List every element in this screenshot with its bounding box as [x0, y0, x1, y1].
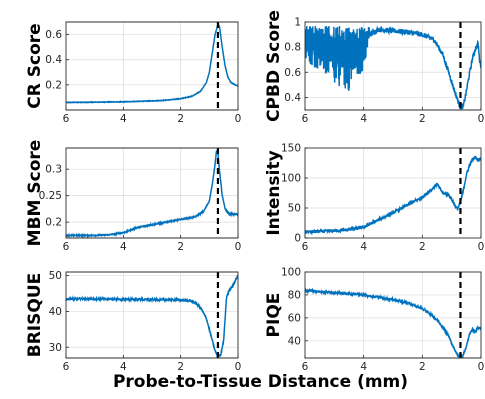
y-axis-label: CR Score: [25, 23, 45, 108]
y-tick-label: 40: [49, 306, 62, 318]
x-tick-label: 0: [478, 113, 485, 125]
y-tick-label: 0.2: [45, 79, 62, 91]
x-tick-label: 4: [120, 241, 127, 253]
plot-area: [304, 271, 482, 359]
panel-2: 6 4 2 0 0.4 0.6 0.8 1 CPBD Score: [264, 10, 484, 125]
y-axis-label: CPBD Score: [264, 10, 284, 122]
plot-area: [65, 21, 239, 111]
y-tick-label: 100: [281, 173, 301, 185]
x-tick-label: 4: [120, 361, 127, 373]
y-tick-label: 0.6: [284, 67, 301, 79]
y-tick-label: 0: [294, 233, 301, 245]
y-tick-label: 150: [281, 143, 301, 155]
y-tick-label: 50: [49, 270, 62, 282]
x-tick-label: 4: [360, 241, 367, 253]
x-axis-label: Probe-to-Tissue Distance (mm): [112, 372, 409, 392]
x-tick-label: 6: [63, 241, 70, 253]
x-tick-label: 6: [63, 113, 70, 125]
x-tick-label: 0: [478, 241, 485, 253]
y-tick-label: 40: [288, 335, 301, 347]
y-tick-label: 30: [49, 342, 62, 354]
plot-border: [65, 21, 239, 111]
plot-border: [65, 271, 239, 359]
x-tick-label: 0: [478, 361, 485, 373]
series-line: [305, 155, 481, 236]
x-tick-label: 2: [419, 113, 426, 125]
y-tick-label: 100: [281, 267, 301, 279]
y-tick-label: 60: [288, 312, 301, 324]
x-tick-label: 0: [235, 113, 242, 125]
plot-area: [304, 147, 482, 239]
x-tick-label: 4: [120, 113, 127, 125]
plot-area: [65, 147, 239, 239]
plot-border: [304, 147, 482, 239]
x-tick-label: 2: [419, 361, 426, 373]
series-line: [66, 274, 238, 358]
x-tick-label: 6: [302, 241, 309, 253]
y-tick-label: 0.8: [284, 42, 301, 54]
panel-1: 6 4 2 0 0.2 0.4 0.6CR Score: [25, 21, 242, 125]
x-tick-label: 0: [235, 361, 242, 373]
x-tick-label: 6: [63, 361, 70, 373]
x-tick-label: 2: [177, 241, 184, 253]
series-line: [305, 25, 481, 110]
y-tick-label: 1: [294, 17, 301, 29]
plot-area: [65, 271, 239, 359]
x-tick-label: 4: [360, 361, 367, 373]
y-axis-label: PIQE: [264, 293, 284, 338]
x-tick-label: 6: [302, 361, 309, 373]
y-axis-label: MBM Score: [25, 140, 45, 247]
plot-border: [304, 271, 482, 359]
x-tick-label: 2: [419, 241, 426, 253]
y-tick-label: 80: [288, 289, 301, 301]
y-tick-label: 0.2: [45, 217, 62, 229]
x-tick-label: 2: [177, 113, 184, 125]
x-tick-label: 2: [177, 361, 184, 373]
x-tick-label: 6: [302, 113, 309, 125]
series-line: [305, 287, 481, 358]
x-tick-label: 4: [360, 113, 367, 125]
y-tick-label: 0.3: [45, 164, 62, 176]
y-tick-label: 0.4: [284, 92, 301, 104]
y-tick-label: 0.6: [45, 29, 62, 41]
series-line: [66, 150, 238, 238]
plot-area: [304, 21, 482, 111]
y-axis-label: Intensity: [264, 150, 284, 235]
plot-border: [65, 147, 239, 239]
y-tick-label: 0.25: [39, 190, 62, 202]
plot-border: [304, 21, 482, 111]
y-tick-label: 50: [288, 203, 301, 215]
x-axis-label-wrap: Probe-to-Tissue Distance (mm): [0, 372, 485, 398]
y-tick-label: 0.4: [45, 54, 62, 66]
series-line: [66, 23, 238, 104]
x-tick-label: 0: [235, 241, 242, 253]
y-axis-label: BRISQUE: [25, 273, 45, 358]
